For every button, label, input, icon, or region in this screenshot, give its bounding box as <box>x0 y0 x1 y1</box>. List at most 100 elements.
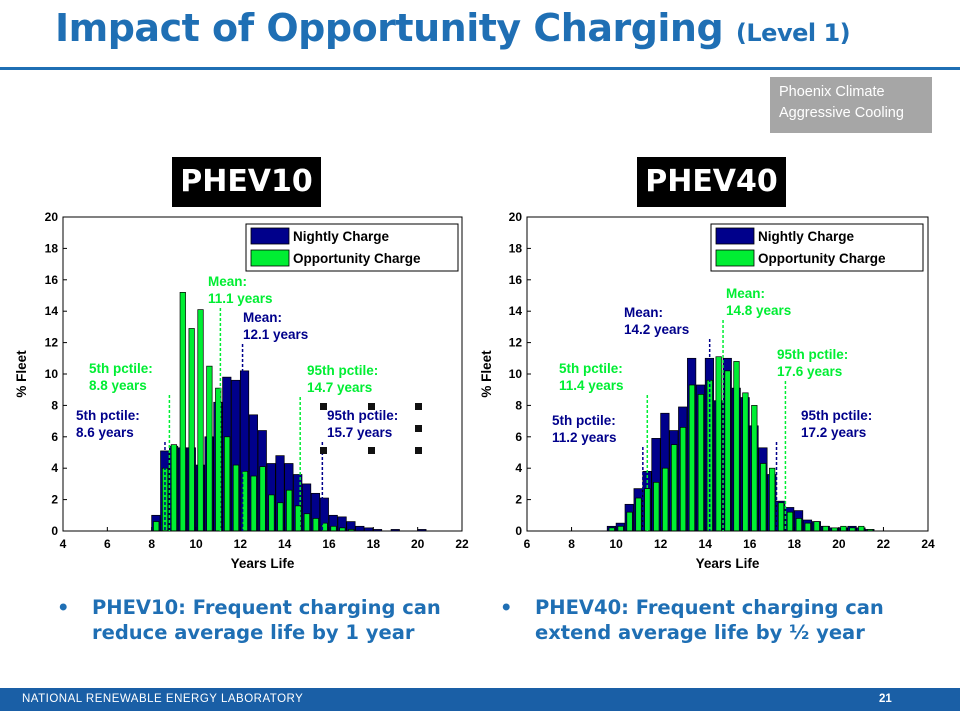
x-tick-label: 16 <box>743 537 757 551</box>
bullet-marker: • <box>57 596 70 619</box>
y-tick-label: 10 <box>45 367 59 381</box>
annotation-text: 17.2 years <box>801 425 866 440</box>
x-tick-label: 20 <box>411 537 425 551</box>
y-axis-label: % Fleet <box>14 350 29 398</box>
annotation-text: 5th pctile: <box>89 361 153 376</box>
bar-opportunity <box>813 521 820 532</box>
bar-opportunity <box>777 502 785 532</box>
x-tick-label: 10 <box>189 537 203 551</box>
bar-opportunity <box>250 475 257 532</box>
x-tick-label: 8 <box>568 537 575 551</box>
x-axis-label: Years Life <box>231 556 295 571</box>
bar-opportunity <box>303 513 311 532</box>
x-tick-label: 16 <box>322 537 336 551</box>
legend-label: Opportunity Charge <box>758 251 886 266</box>
bar-opportunity <box>268 494 275 532</box>
bar-opportunity <box>760 463 767 532</box>
y-tick-label: 14 <box>509 304 523 318</box>
y-tick-label: 2 <box>51 493 58 507</box>
y-axis-label: % Fleet <box>479 350 494 398</box>
note-line-1: Phoenix Climate <box>779 84 885 100</box>
footer-label: NATIONAL RENEWABLE ENERGY LABORATORY <box>22 693 304 705</box>
bar-opportunity <box>312 518 319 532</box>
bar-opportunity <box>715 356 722 532</box>
annotation-text: Mean: <box>624 305 663 320</box>
annotation-text: 11.1 years <box>208 291 273 306</box>
annotation-text: 5th pctile: <box>552 413 616 428</box>
y-tick-label: 20 <box>45 210 59 224</box>
bar-opportunity <box>232 464 240 532</box>
bar-opportunity <box>671 444 678 532</box>
bullet-text-line: PHEV40: Frequent charging can <box>535 596 884 619</box>
annotation-text: 11.4 years <box>559 378 624 393</box>
x-tick-label: 6 <box>104 537 111 551</box>
bar-opportunity <box>179 292 186 532</box>
bar-opportunity <box>330 525 337 532</box>
legend-label: Nightly Charge <box>293 229 390 244</box>
selection-handle <box>320 403 327 410</box>
bar-opportunity <box>170 444 178 532</box>
legend-swatch-nightly <box>250 227 290 245</box>
panel-label-phev40: PHEV40 <box>637 157 786 207</box>
annotation-text: 95th pctile: <box>777 347 848 362</box>
annotation-text: 5th pctile: <box>559 361 623 376</box>
x-tick-label: 12 <box>654 537 668 551</box>
y-tick-label: 0 <box>51 524 58 538</box>
x-tick-label: 14 <box>699 537 713 551</box>
annotation-text: 14.2 years <box>624 322 689 337</box>
annotation-text: 14.8 years <box>726 303 791 318</box>
bar-opportunity <box>733 361 740 532</box>
annotation-text: 95th pctile: <box>307 363 378 378</box>
legend-swatch-opportunity <box>250 249 290 267</box>
note-line-2: Aggressive Cooling <box>779 105 904 121</box>
legend-swatch-opportunity <box>715 249 755 267</box>
page-title: Impact of Opportunity Charging (Level 1) <box>55 6 851 50</box>
climate-note: Phoenix Climate Aggressive Cooling <box>770 77 932 133</box>
y-tick-label: 18 <box>45 241 59 255</box>
bar-opportunity <box>688 384 696 532</box>
bar-opportunity <box>286 489 293 532</box>
bar-opportunity <box>197 309 204 532</box>
annotation-text: 5th pctile: <box>76 408 140 423</box>
y-tick-label: 8 <box>515 398 522 412</box>
bar-opportunity <box>653 481 660 532</box>
y-tick-label: 6 <box>515 430 522 444</box>
bar-opportunity <box>751 405 758 532</box>
bar-opportunity <box>795 518 802 532</box>
y-tick-label: 4 <box>515 461 522 475</box>
x-tick-label: 20 <box>832 537 846 551</box>
title-sub: (Level 1) <box>735 19 851 47</box>
bar-opportunity <box>206 365 213 532</box>
y-tick-label: 10 <box>509 367 523 381</box>
bullet-text-line: extend average life by ½ year <box>535 621 865 644</box>
x-tick-label: 18 <box>367 537 381 551</box>
legend-label: Opportunity Charge <box>293 251 421 266</box>
annotation-text: Mean: <box>243 310 282 325</box>
bar-opportunity <box>724 370 731 532</box>
y-tick-label: 0 <box>515 524 522 538</box>
bullet-text-line: PHEV10: Frequent charging can <box>92 596 441 619</box>
x-tick-label: 6 <box>524 537 531 551</box>
x-tick-label: 18 <box>788 537 802 551</box>
y-tick-label: 18 <box>509 241 523 255</box>
x-tick-label: 12 <box>234 537 248 551</box>
annotation-text: 8.8 years <box>89 378 147 393</box>
bar-opportunity <box>858 525 865 532</box>
y-tick-label: 20 <box>509 210 523 224</box>
bar-nightly <box>355 525 365 532</box>
annotation-text: 12.1 years <box>243 327 308 342</box>
x-tick-label: 14 <box>278 537 292 551</box>
legend-swatch-nightly <box>715 227 755 245</box>
annotation-text: 14.7 years <box>307 380 372 395</box>
x-tick-label: 22 <box>455 537 469 551</box>
x-tick-label: 10 <box>609 537 623 551</box>
y-tick-label: 14 <box>45 304 59 318</box>
selection-handle <box>320 447 327 454</box>
x-tick-label: 4 <box>60 537 67 551</box>
annotation-text: Mean: <box>208 274 247 289</box>
bar-opportunity <box>662 467 669 532</box>
y-tick-label: 2 <box>515 493 522 507</box>
y-tick-label: 12 <box>45 336 59 350</box>
